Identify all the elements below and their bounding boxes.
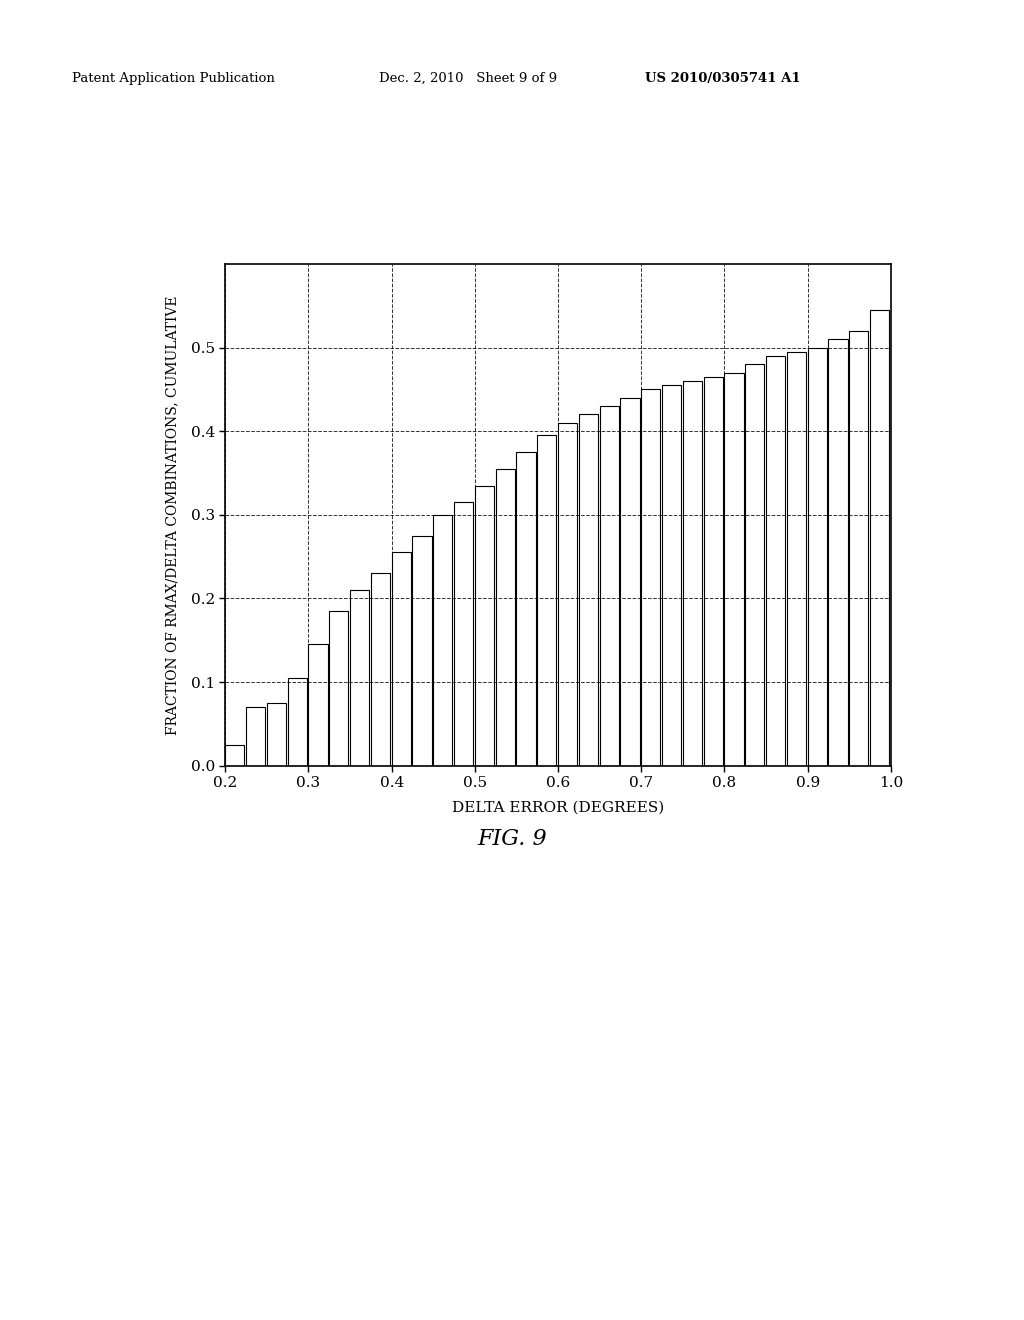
Bar bbox=[766, 356, 785, 766]
Bar bbox=[246, 708, 265, 766]
Bar bbox=[600, 407, 618, 766]
Bar bbox=[579, 414, 598, 766]
Bar bbox=[849, 331, 868, 766]
Bar bbox=[663, 385, 681, 766]
Text: Patent Application Publication: Patent Application Publication bbox=[72, 71, 274, 84]
Bar bbox=[745, 364, 764, 766]
Bar bbox=[267, 702, 286, 766]
Text: Dec. 2, 2010   Sheet 9 of 9: Dec. 2, 2010 Sheet 9 of 9 bbox=[379, 71, 557, 84]
Bar bbox=[413, 536, 432, 766]
Bar bbox=[391, 552, 411, 766]
X-axis label: DELTA ERROR (DEGREES): DELTA ERROR (DEGREES) bbox=[452, 801, 665, 816]
Bar bbox=[433, 515, 453, 766]
Bar bbox=[641, 389, 660, 766]
Bar bbox=[808, 347, 826, 766]
Bar bbox=[496, 469, 515, 766]
Bar bbox=[350, 590, 370, 766]
Bar bbox=[725, 372, 743, 766]
Bar bbox=[683, 381, 702, 766]
Bar bbox=[786, 351, 806, 766]
Bar bbox=[828, 339, 848, 766]
Bar bbox=[870, 310, 889, 766]
Bar bbox=[621, 397, 640, 766]
Bar bbox=[308, 644, 328, 766]
Y-axis label: FRACTION OF RMAX/DELTA COMBINATIONS, CUMULATIVE: FRACTION OF RMAX/DELTA COMBINATIONS, CUM… bbox=[166, 296, 179, 734]
Bar bbox=[558, 422, 578, 766]
Bar bbox=[371, 573, 390, 766]
Bar bbox=[454, 502, 473, 766]
Text: US 2010/0305741 A1: US 2010/0305741 A1 bbox=[645, 71, 801, 84]
Bar bbox=[225, 744, 245, 766]
Text: FIG. 9: FIG. 9 bbox=[477, 828, 547, 850]
Bar bbox=[475, 486, 494, 766]
Bar bbox=[516, 451, 536, 766]
Bar bbox=[330, 611, 348, 766]
Bar bbox=[703, 378, 723, 766]
Bar bbox=[288, 678, 307, 766]
Bar bbox=[538, 436, 556, 766]
